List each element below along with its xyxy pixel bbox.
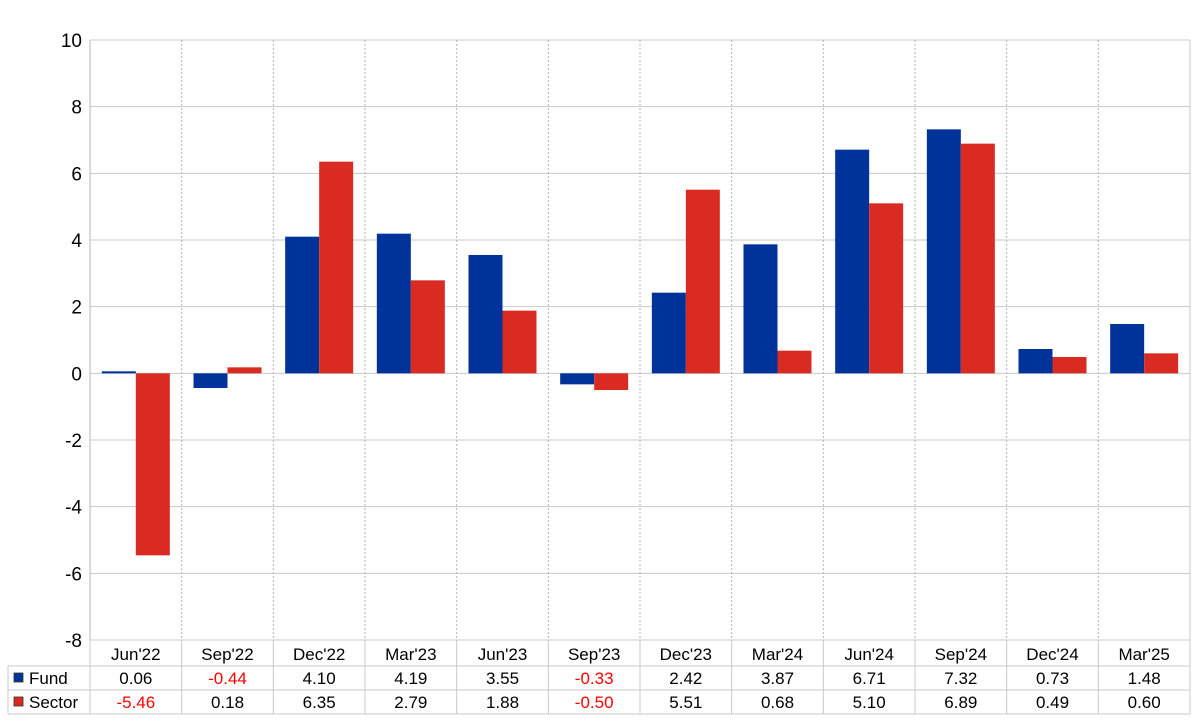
- data-label-fund: 1.48: [1128, 669, 1161, 688]
- bar-fund: [560, 373, 595, 385]
- y-tick-label: -8: [65, 631, 82, 652]
- x-tick-label: Mar'25: [1118, 645, 1169, 664]
- x-tick-label: Sep'24: [935, 645, 987, 664]
- x-tick-label: Sep'23: [568, 645, 620, 664]
- bar-sector: [1052, 357, 1087, 374]
- bar-fund: [926, 129, 961, 374]
- data-label-fund: 4.10: [303, 669, 336, 688]
- bar-sector: [594, 373, 629, 390]
- data-label-sector: 5.10: [853, 693, 886, 712]
- y-axis: -8 -6 -4 -2 0 2 4 6 8 10: [61, 31, 83, 652]
- bar-fund: [651, 292, 686, 374]
- data-label-fund: -0.33: [575, 669, 614, 688]
- data-table: Jun'22 Sep'22 Dec'22 Mar'23 Jun'23 Sep'23 Dec'…: [7, 639, 1191, 715]
- data-label-fund: 4.19: [394, 669, 427, 688]
- data-label-fund: 0.06: [119, 669, 152, 688]
- data-label-fund: 3.55: [486, 669, 519, 688]
- data-label-fund: -0.44: [208, 669, 247, 688]
- x-tick-label: Dec'24: [1026, 645, 1078, 664]
- legend-label-sector: Sector: [29, 693, 78, 712]
- bar-fund: [101, 371, 136, 374]
- data-label-sector: -5.46: [116, 693, 155, 712]
- data-label-sector: 6.89: [944, 693, 977, 712]
- bar-sector: [1144, 353, 1179, 374]
- x-tick-label: Jun'24: [844, 645, 894, 664]
- x-tick-label: Dec'22: [293, 645, 345, 664]
- data-label-fund: 0.73: [1036, 669, 1069, 688]
- y-tick-label: 0: [71, 364, 82, 385]
- data-label-sector: 2.79: [394, 693, 427, 712]
- data-label-sector: 0.49: [1036, 693, 1069, 712]
- data-label-sector: -0.50: [575, 693, 614, 712]
- data-label-fund: 2.42: [669, 669, 702, 688]
- data-label-sector: 6.35: [303, 693, 336, 712]
- y-tick-label: -4: [65, 498, 82, 519]
- bar-fund: [835, 149, 870, 374]
- bar-fund: [285, 236, 320, 374]
- legend-swatch-sector: [13, 696, 24, 707]
- bars: [101, 129, 1179, 556]
- y-tick-label: 8: [71, 98, 82, 119]
- bar-fund: [193, 373, 228, 388]
- bar-sector: [869, 203, 904, 374]
- y-tick-label: 2: [71, 298, 82, 319]
- y-tick-label: -2: [65, 431, 82, 452]
- x-tick-label: Mar'24: [752, 645, 803, 664]
- legend-label-fund: Fund: [29, 669, 68, 688]
- y-tick-label: 4: [71, 231, 82, 252]
- bar-sector: [960, 143, 995, 374]
- bar-fund: [376, 233, 411, 374]
- x-tick-label: Dec'23: [660, 645, 712, 664]
- legend-swatch-fund: [13, 672, 24, 683]
- bar-sector: [227, 367, 262, 374]
- y-tick-label: -6: [65, 564, 82, 585]
- bar-sector: [135, 373, 170, 556]
- data-label-sector: 0.60: [1128, 693, 1161, 712]
- data-label-sector: 0.18: [211, 693, 244, 712]
- data-label-fund: 6.71: [853, 669, 886, 688]
- data-label-fund: 3.87: [761, 669, 794, 688]
- bar-sector: [777, 350, 812, 374]
- x-tick-label: Mar'23: [385, 645, 436, 664]
- data-label-fund: 7.32: [944, 669, 977, 688]
- bar-fund: [468, 255, 503, 374]
- bar-fund: [1018, 349, 1053, 374]
- data-label-sector: 0.68: [761, 693, 794, 712]
- data-label-sector: 1.88: [486, 693, 519, 712]
- gridlines: [89, 39, 1191, 641]
- y-tick-label: 10: [61, 31, 82, 52]
- bar-fund: [1110, 324, 1145, 374]
- y-tick-label: 6: [71, 164, 82, 185]
- data-label-sector: 5.51: [669, 693, 702, 712]
- bar-sector: [319, 161, 354, 374]
- bar-sector: [685, 189, 720, 374]
- bar-fund: [743, 244, 778, 374]
- x-tick-label: Sep'22: [201, 645, 253, 664]
- x-tick-label: Jun'22: [111, 645, 161, 664]
- bar-sector: [410, 280, 445, 374]
- bar-sector: [502, 310, 537, 374]
- x-tick-label: Jun'23: [478, 645, 528, 664]
